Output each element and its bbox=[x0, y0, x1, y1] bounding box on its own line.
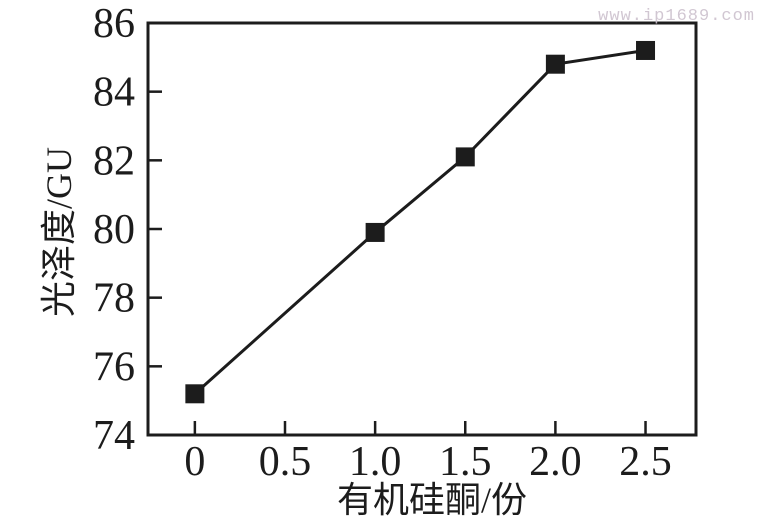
y-tick-label: 82 bbox=[93, 138, 135, 184]
y-tick-label: 78 bbox=[93, 276, 135, 322]
x-tick-label: 0 bbox=[184, 439, 205, 485]
y-tick-label: 84 bbox=[93, 70, 135, 116]
plot-border bbox=[146, 21, 698, 437]
data-point-marker bbox=[365, 222, 385, 242]
data-point-marker bbox=[185, 384, 205, 404]
x-tick-label: 2.0 bbox=[529, 439, 582, 485]
y-tick-label: 74 bbox=[93, 413, 135, 459]
y-tick-label: 86 bbox=[93, 1, 135, 47]
data-point-marker bbox=[545, 54, 565, 74]
x-tick-label: 2.5 bbox=[619, 439, 672, 485]
x-tick-label: 0.5 bbox=[259, 439, 312, 485]
x-axis-title: 有机硅酮/份 bbox=[336, 480, 528, 520]
y-tick-label: 80 bbox=[93, 207, 135, 253]
data-line bbox=[193, 48, 646, 395]
y-tick-label: 76 bbox=[93, 344, 135, 390]
watermark-text: www.ip1689.com bbox=[598, 7, 755, 26]
x-tick-label: 1.0 bbox=[349, 439, 402, 485]
y-axis-title: 光泽度/GU bbox=[39, 147, 79, 317]
x-tick-label: 1.5 bbox=[439, 439, 492, 485]
data-point-marker bbox=[455, 147, 475, 167]
data-point-marker bbox=[636, 40, 656, 60]
